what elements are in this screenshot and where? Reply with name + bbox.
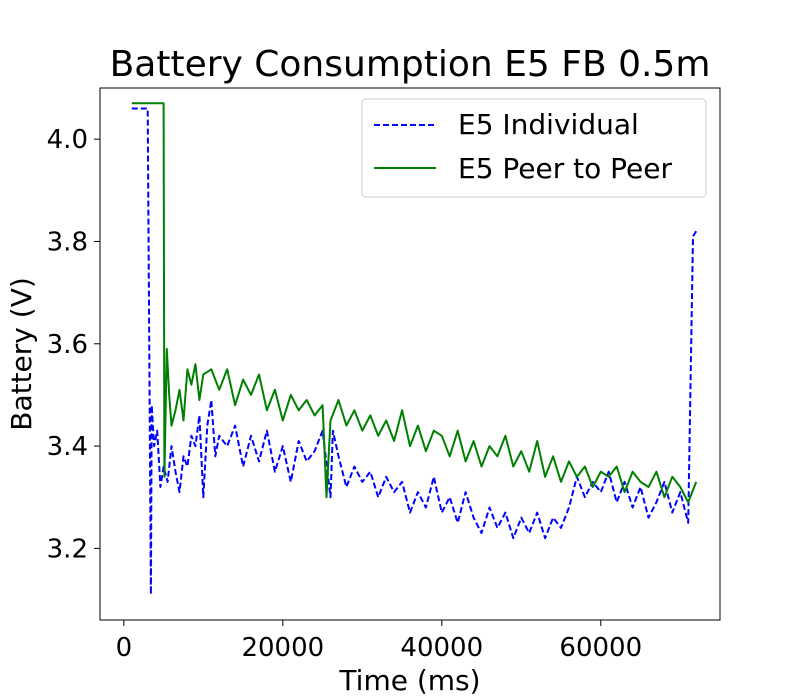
legend: E5 Individual E5 Peer to Peer [361,98,707,198]
y-axis: 3.2 3.4 3.6 3.8 4.0 [47,125,100,564]
plot-frame [99,87,721,621]
x-axis-label: Time (ms) [338,664,480,697]
x-tick-label: 20000 [241,633,324,663]
y-tick-label: 3.8 [47,227,88,257]
legend-label-e5-individual: E5 Individual [458,108,639,141]
legend-box [361,98,707,198]
y-axis-label: Battery (V) [5,277,38,431]
y-tick-label: 4.0 [47,125,88,155]
legend-label-e5-peer-to-peer: E5 Peer to Peer [458,152,673,185]
y-tick-label: 3.6 [47,330,88,360]
x-tick-label: 60000 [559,633,642,663]
chart-title: Battery Consumption E5 FB 0.5m [110,44,711,85]
y-tick-label: 3.2 [47,534,88,564]
series-layer [131,102,698,596]
y-tick-label: 3.4 [47,432,88,462]
x-tick-label: 40000 [400,633,483,663]
x-tick-label: 0 [116,633,133,663]
series-line-e5-peer-to-peer [131,102,698,504]
x-axis: 0 20000 40000 60000 [116,620,642,663]
